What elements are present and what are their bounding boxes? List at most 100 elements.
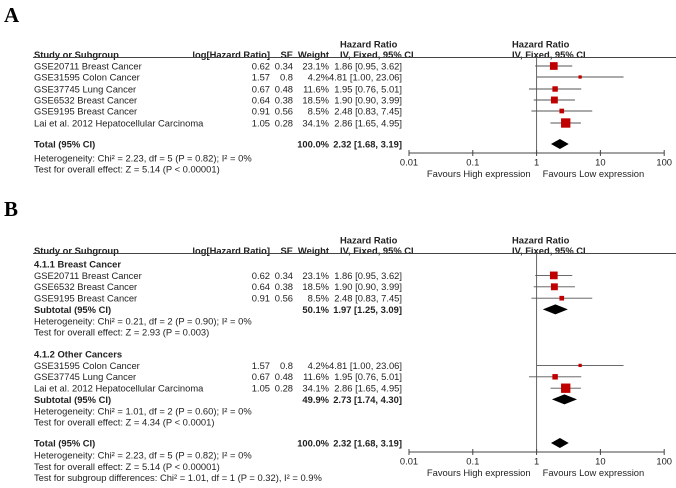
hr-ci-value: 1.90 [0.90, 3.99] — [334, 281, 402, 292]
se-column-header: SE — [280, 245, 293, 256]
x-tick-label: 0.01 — [400, 156, 418, 167]
loghr-value: 1.57 — [252, 71, 270, 82]
hr-ci-value: 2.86 [1.65, 4.95] — [334, 383, 402, 394]
panel-label-b: B — [4, 197, 18, 221]
study-marker — [549, 62, 558, 70]
x-tick-label: 0.01 — [400, 455, 418, 466]
favours-left-label: Favours High expression — [427, 467, 531, 478]
subgroup-title: 4.1.1 Breast Cancer — [34, 258, 121, 269]
plot-column-title: Hazard Ratio — [512, 234, 570, 245]
hr-column-title: Hazard Ratio — [340, 234, 398, 245]
loghr-column-header: log[Hazard Ratio] — [192, 245, 270, 256]
hr-ci-value: 2.48 [0.83, 7.45] — [334, 293, 402, 304]
loghr-value: 0.91 — [252, 293, 270, 304]
loghr-value: 0.62 — [252, 270, 270, 281]
forest-plot-b: Hazard Ratio Hazard Ratio Study or Subgrou… — [33, 234, 676, 483]
study-marker — [550, 283, 558, 291]
loghr-value: 0.64 — [252, 94, 270, 105]
loghr-value: 1.05 — [252, 383, 270, 394]
summary-hr-ci: 2.32 [1.68, 3.19] — [333, 437, 402, 448]
weight-column-header: Weight — [298, 49, 329, 60]
forest-plot-a: Hazard Ratio Hazard Ratio Study or Subgrou… — [33, 38, 676, 179]
weight-value: 11.6% — [303, 371, 329, 382]
x-tick-label: 1 — [534, 455, 539, 466]
loghr-value: 0.91 — [252, 105, 270, 116]
study-label: GSE9195 Breast Cancer — [34, 105, 137, 116]
statistics-note: Test for overall effect: Z = 5.14 (P < 0… — [34, 163, 220, 174]
weight-value: 23.1% — [302, 60, 329, 71]
study-marker — [561, 118, 571, 128]
se-value: 0.28 — [275, 383, 293, 394]
se-value: 0.48 — [275, 83, 293, 94]
panel-label-a: A — [4, 3, 20, 27]
study-marker — [559, 295, 565, 301]
weight-value: 8.5% — [308, 105, 329, 116]
weight-value: 18.5% — [302, 281, 329, 292]
hr-ci-value: 4.81 [1.00, 23.06] — [329, 360, 402, 371]
hr-ci-value: 4.81 [1.00, 23.06] — [329, 71, 402, 82]
favours-right-label: Favours Low expression — [543, 168, 645, 179]
se-value: 0.48 — [275, 371, 293, 382]
study-marker — [552, 374, 558, 380]
study-marker — [550, 96, 558, 104]
weight-value: 11.6% — [303, 83, 329, 94]
favours-left-label: Favours High expression — [427, 168, 531, 179]
plot-column-title: Hazard Ratio — [512, 38, 570, 49]
se-value: 0.56 — [275, 293, 293, 304]
summary-hr-ci: 2.73 [1.74, 4.30] — [333, 394, 402, 405]
se-value: 0.8 — [280, 71, 293, 82]
summary-label: Total (95% CI) — [34, 138, 95, 149]
favours-right-label: Favours Low expression — [543, 467, 645, 478]
statistics-note: Heterogeneity: Chi² = 1.01, df = 2 (P = … — [34, 405, 252, 416]
study-column-header: Study or Subgroup — [34, 49, 119, 60]
se-column-header: SE — [280, 49, 293, 60]
loghr-value: 0.64 — [252, 281, 270, 292]
x-tick-label: 1 — [534, 156, 539, 167]
study-label: GSE37745 Lung Cancer — [34, 371, 136, 382]
summary-label: Total (95% CI) — [34, 437, 95, 448]
summary-hr-ci: 2.32 [1.68, 3.19] — [333, 138, 402, 149]
hr-ci-value: 1.95 [0.76, 5.01] — [334, 83, 402, 94]
weight-value: 34.1% — [302, 117, 329, 128]
summary-hr-ci: 1.97 [1.25, 3.09] — [333, 304, 402, 315]
statistics-note: Test for overall effect: Z = 5.14 (P < 0… — [34, 461, 220, 472]
statistics-note: Heterogeneity: Chi² = 2.23, df = 5 (P = … — [34, 152, 252, 163]
hr-ci-value: 1.86 [0.95, 3.62] — [334, 270, 402, 281]
hr-method-header: IV, Fixed, 95% CI — [340, 245, 414, 256]
hr-ci-value: 1.86 [0.95, 3.62] — [334, 60, 402, 71]
x-tick-label: 100 — [656, 455, 672, 466]
statistics-note: Heterogeneity: Chi² = 0.21, df = 2 (P = … — [34, 315, 252, 326]
study-column-header: Study or Subgroup — [34, 245, 119, 256]
study-label: GSE31595 Colon Cancer — [34, 71, 140, 82]
summary-diamond — [551, 394, 578, 405]
hr-ci-value: 2.86 [1.65, 4.95] — [334, 117, 402, 128]
se-value: 0.28 — [275, 117, 293, 128]
hr-method-header: IV, Fixed, 95% CI — [340, 49, 414, 60]
summary-label: Subtotal (95% CI) — [34, 304, 111, 315]
statistics-note: Test for overall effect: Z = 4.34 (P < 0… — [34, 417, 214, 428]
plot-method-header: IV, Fixed, 95% CI — [512, 49, 586, 60]
study-label: GSE20711 Breast Cancer — [34, 60, 142, 71]
se-value: 0.38 — [275, 94, 293, 105]
summary-weight: 100.0% — [297, 437, 329, 448]
x-tick-label: 10 — [595, 156, 605, 167]
subgroup-title: 4.1.2 Other Cancers — [34, 348, 122, 359]
weight-value: 34.1% — [302, 383, 329, 394]
plot-method-header: IV, Fixed, 95% CI — [512, 245, 586, 256]
loghr-value: 1.57 — [252, 360, 270, 371]
statistics-note: Test for subgroup differences: Chi² = 1.… — [34, 472, 322, 483]
weight-value: 8.5% — [308, 293, 329, 304]
loghr-value: 1.05 — [252, 117, 270, 128]
weight-column-header: Weight — [298, 245, 329, 256]
weight-value: 23.1% — [302, 270, 329, 281]
weight-value: 18.5% — [302, 94, 329, 105]
statistics-note: Test for overall effect: Z = 2.93 (P = 0… — [34, 327, 209, 338]
loghr-column-header: log[Hazard Ratio] — [192, 49, 270, 60]
x-tick-label: 10 — [595, 455, 605, 466]
study-marker — [578, 363, 582, 368]
summary-weight: 50.1% — [302, 304, 329, 315]
se-value: 0.34 — [275, 60, 293, 71]
study-label: GSE9195 Breast Cancer — [34, 293, 137, 304]
weight-value: 4.2% — [308, 71, 329, 82]
study-label: GSE37745 Lung Cancer — [34, 83, 136, 94]
